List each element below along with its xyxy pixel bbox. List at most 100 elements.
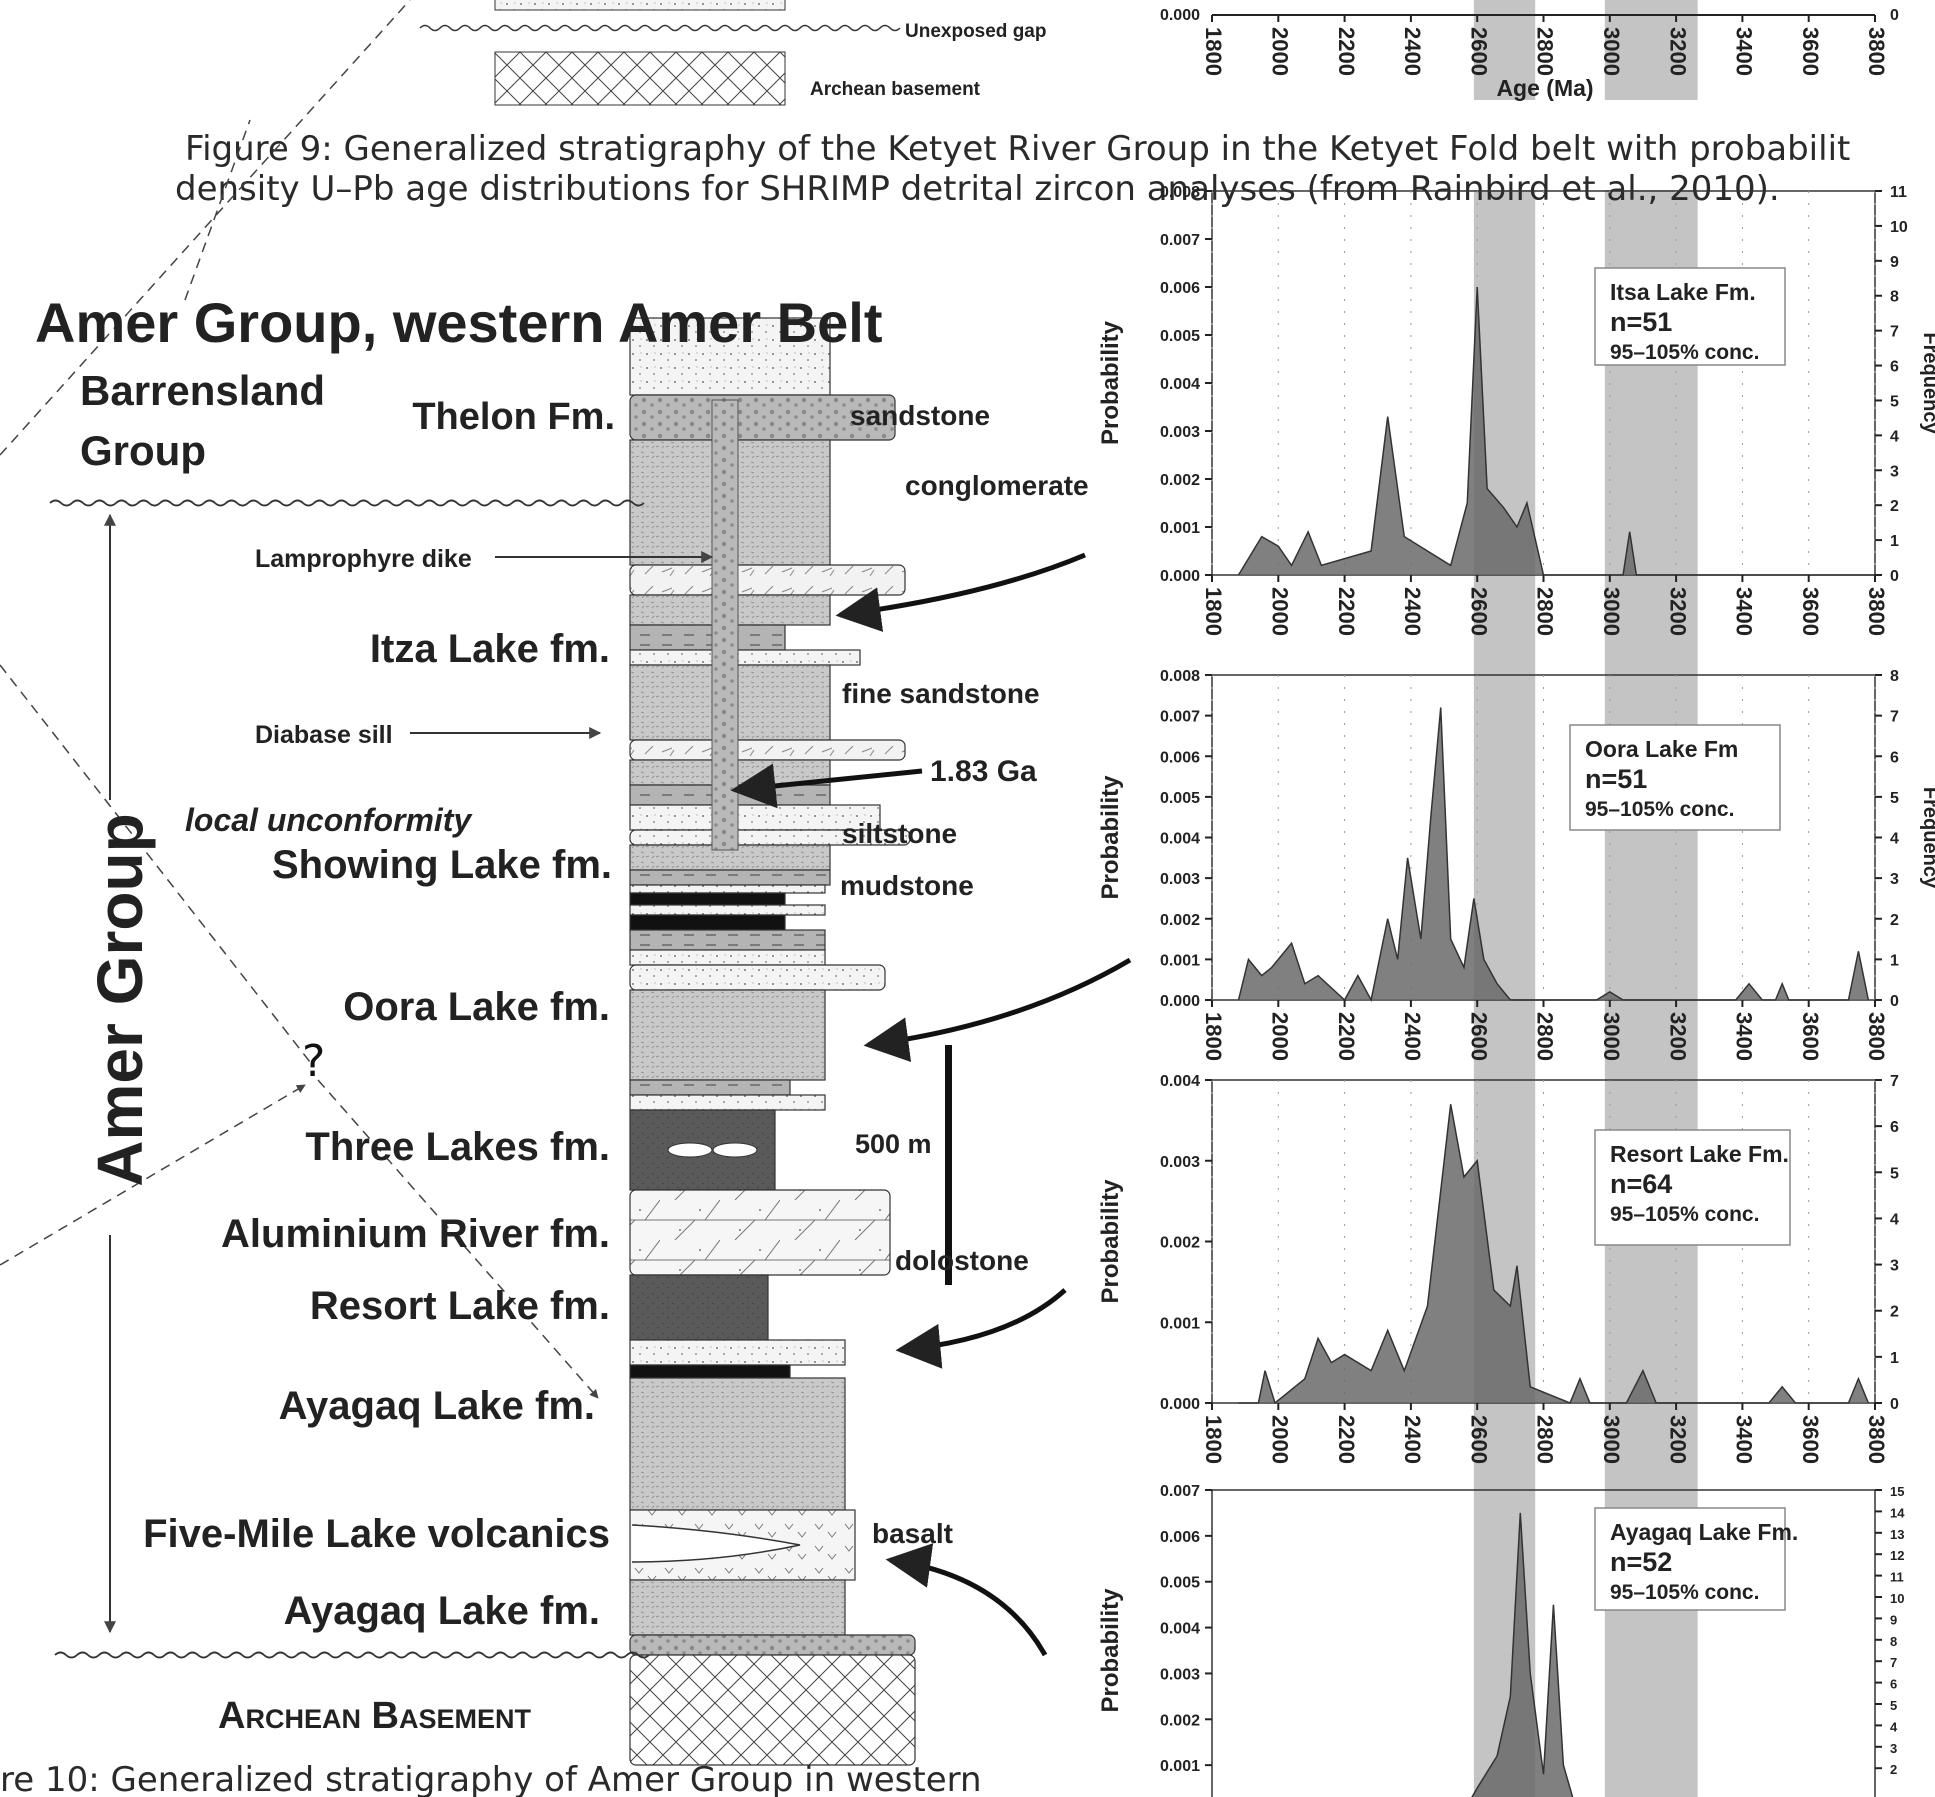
layer (630, 1655, 915, 1765)
y2-tick-label: 3 (1890, 463, 1899, 480)
x-tick-label: 3800 (1864, 1415, 1889, 1464)
layer (630, 1378, 845, 1510)
y2-tick-label: 11 (1890, 184, 1907, 201)
legend-conc: 95–105% conc. (1610, 1581, 1759, 1604)
x-tick-label: 3600 (1798, 1415, 1823, 1464)
y-tick-label: 0.002 (1160, 1712, 1200, 1729)
caption: re 10: Generalized stratigraphy of Amer … (0, 1760, 982, 1797)
label: Amer Group, western Amer Belt (35, 291, 882, 354)
x-tick-label: 3200 (1665, 1415, 1690, 1464)
x-tick-label: 2800 (1533, 587, 1558, 636)
y-tick-label: 0.003 (1160, 424, 1200, 441)
y2-axis-label: Frequency (1919, 787, 1935, 889)
label: mudstone (840, 870, 974, 901)
layer (630, 1080, 790, 1095)
x-axis-label: Age (Ma) (1496, 75, 1593, 101)
layer (630, 1635, 915, 1655)
y2-tick-label: 2 (1890, 498, 1899, 515)
y-tick-label: 0.000 (1160, 568, 1200, 585)
layer (630, 1340, 845, 1365)
x-tick-label: 2400 (1400, 1012, 1425, 1061)
x-tick-label: 2000 (1267, 587, 1292, 636)
caption: Figure 9: Generalized stratigraphy of th… (185, 129, 1850, 169)
x-tick-label: 2000 (1267, 1012, 1292, 1061)
legend-name: Ayagaq Lake Fm. (1610, 1519, 1798, 1545)
annotation-lines (0, 0, 598, 1398)
label: sandstone (850, 400, 990, 431)
link-arrow (900, 1290, 1065, 1350)
y2-tick-label: 6 (1890, 359, 1899, 376)
y2-axis-label: Frequency (1919, 332, 1935, 434)
y2-tick-label: 3 (1890, 1258, 1899, 1275)
unconformity (55, 1653, 649, 1658)
x-tick-label: 3800 (1864, 27, 1889, 76)
y2-tick-label: 4 (1890, 1719, 1898, 1734)
layer (630, 965, 885, 990)
y-tick-label: 0.000 (1160, 993, 1200, 1010)
y-tick-label: 0.005 (1160, 328, 1200, 345)
layer (630, 1190, 890, 1275)
legend-label: Unexposed gap (905, 21, 1046, 42)
label: Ayagaq Lake fm. (284, 1589, 600, 1633)
y2-tick-label: 0 (1890, 568, 1899, 585)
x-tick-label: 3000 (1599, 1012, 1624, 1061)
y2-tick-label: 5 (1890, 1698, 1897, 1713)
y-tick-label: 0.003 (1160, 1666, 1200, 1683)
label: local unconformity (185, 802, 473, 838)
layer (630, 885, 825, 893)
x-tick-label: 2200 (1334, 27, 1359, 76)
y2-tick-label: 0 (1890, 1396, 1899, 1413)
y2-tick-label: 4 (1890, 428, 1899, 445)
x-tick-label: 2800 (1533, 1415, 1558, 1464)
x-tick-label: 2200 (1334, 587, 1359, 636)
y-tick-label: 0.000 (1160, 7, 1200, 24)
y-tick-label: 0.007 (1160, 1483, 1200, 1500)
y2-tick-label: 2 (1890, 1762, 1897, 1777)
x-tick-label: 2600 (1466, 587, 1491, 636)
legend-swatch (495, 0, 785, 10)
x-tick-label: 3400 (1732, 1012, 1757, 1061)
layer (630, 565, 905, 595)
y-tick-label: 0.001 (1160, 952, 1200, 969)
legend-n: n=51 (1610, 307, 1672, 337)
y2-tick-label: 7 (1890, 709, 1899, 726)
layer (630, 915, 785, 930)
label: Itza Lake fm. (370, 627, 610, 671)
y2-tick-label: 6 (1890, 1677, 1897, 1692)
x-tick-label: 3000 (1599, 27, 1624, 76)
y2-tick-label: 8 (1890, 668, 1899, 685)
y-tick-label: 0.006 (1160, 1529, 1200, 1546)
labels: Amer Group, western Amer BeltBarrensland… (35, 291, 1089, 1737)
y2-tick-label: 9 (1890, 254, 1899, 271)
layer (630, 870, 830, 885)
lens (713, 1143, 757, 1157)
legend-label: Archean basement (810, 79, 981, 100)
x-tick-label: 2200 (1334, 1012, 1359, 1061)
label: 1.83 Ga (930, 755, 1037, 788)
y2-tick-label: 4 (1890, 1211, 1899, 1228)
x-tick-label: 2400 (1400, 27, 1425, 76)
x-tick-label: 3400 (1732, 587, 1757, 636)
y2-tick-label: 12 (1890, 1548, 1904, 1563)
y-tick-label: 0.004 (1160, 1073, 1200, 1090)
y2-tick-label: 9 (1890, 1612, 1897, 1627)
layer (630, 650, 860, 665)
x-tick-label: 2200 (1334, 1415, 1359, 1464)
y-tick-label: 0.001 (1160, 1758, 1200, 1775)
y-axis-label: Probability (1097, 320, 1124, 445)
y-axis-label: Probability (1097, 775, 1124, 900)
y-tick-label: 0.001 (1160, 1315, 1200, 1332)
layer (630, 990, 825, 1080)
y2-tick-label: 6 (1890, 749, 1899, 766)
label: ? (302, 1036, 325, 1087)
legend-name: Oora Lake Fm (1585, 736, 1738, 762)
legend-conc: 95–105% conc. (1585, 798, 1734, 821)
x-tick-label: 2000 (1267, 27, 1292, 76)
y-tick-label: 0.007 (1160, 709, 1200, 726)
x-tick-label: 1800 (1201, 1415, 1226, 1464)
label: dolostone (895, 1245, 1029, 1276)
label: Lamprophyre dike (255, 545, 472, 573)
y2-tick-label: 4 (1890, 831, 1899, 848)
x-tick-label: 2600 (1466, 1415, 1491, 1464)
x-tick-label: 3800 (1864, 587, 1889, 636)
